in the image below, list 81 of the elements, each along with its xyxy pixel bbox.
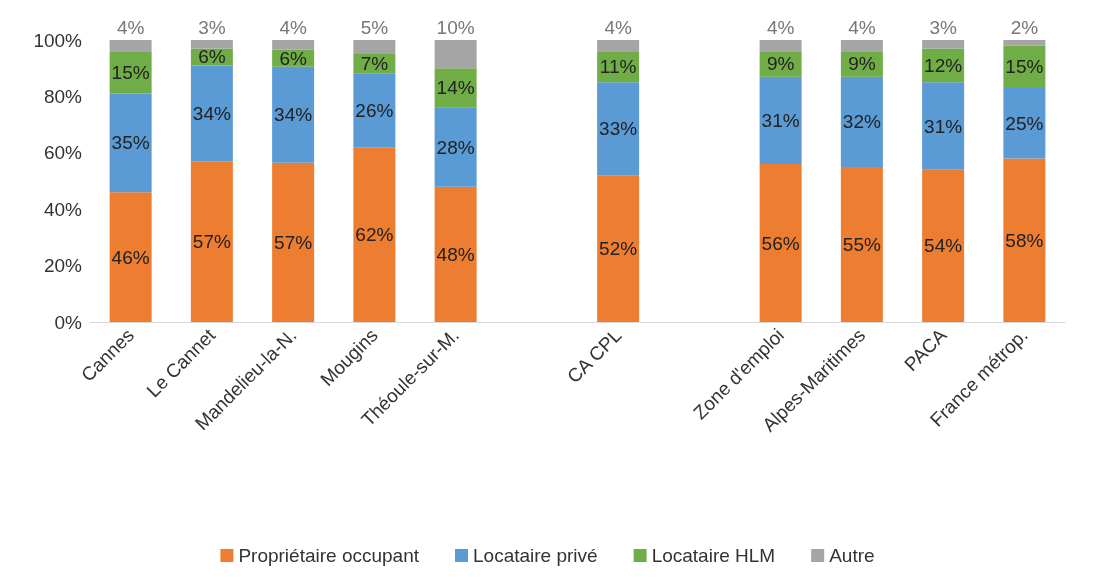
bar bbox=[597, 40, 640, 52]
bar bbox=[597, 82, 640, 176]
data-label: 31% bbox=[924, 115, 963, 137]
data-label: 34% bbox=[192, 102, 231, 124]
bar bbox=[840, 166, 883, 322]
data-label: 2% bbox=[1010, 17, 1039, 38]
data-label: 15% bbox=[1005, 56, 1044, 78]
data-label: 12% bbox=[924, 54, 963, 76]
data-label: 5% bbox=[360, 17, 389, 38]
bar bbox=[109, 93, 152, 193]
data-label: 57% bbox=[274, 231, 313, 253]
bar bbox=[353, 147, 396, 322]
data-label: 7% bbox=[360, 53, 389, 75]
bar bbox=[353, 40, 396, 55]
data-label: 26% bbox=[355, 100, 394, 121]
data-label: 62% bbox=[355, 224, 394, 246]
bar bbox=[272, 162, 315, 322]
bar bbox=[109, 40, 152, 52]
data-label: 25% bbox=[1005, 112, 1044, 134]
bar bbox=[272, 40, 315, 50]
data-label: 56% bbox=[761, 232, 800, 254]
data-label: 10% bbox=[436, 17, 475, 38]
legend-label: Locataire privé bbox=[473, 545, 598, 566]
y-tick-label: 40% bbox=[43, 198, 83, 220]
data-label: 9% bbox=[848, 53, 876, 75]
bar bbox=[190, 161, 233, 322]
data-label: 15% bbox=[111, 61, 150, 83]
bar bbox=[922, 82, 965, 170]
y-tick-label: 60% bbox=[43, 142, 83, 164]
bar bbox=[759, 76, 802, 165]
data-label: 6% bbox=[198, 46, 226, 68]
legend-label: Locataire HLM bbox=[651, 545, 776, 566]
data-label: 4% bbox=[279, 17, 307, 38]
data-label: 28% bbox=[436, 136, 475, 158]
data-label: 46% bbox=[111, 246, 150, 268]
y-tick-label: 20% bbox=[43, 255, 83, 277]
data-label: 35% bbox=[111, 132, 150, 154]
bar bbox=[434, 107, 477, 187]
bar bbox=[840, 40, 883, 52]
bar bbox=[922, 40, 965, 49]
data-label: 58% bbox=[1005, 229, 1044, 251]
data-label: 54% bbox=[924, 235, 963, 257]
bar bbox=[272, 66, 315, 163]
bar bbox=[434, 40, 477, 69]
data-label: 57% bbox=[192, 231, 231, 253]
y-tick-label: 80% bbox=[43, 85, 83, 107]
data-label: 55% bbox=[842, 233, 881, 255]
data-label: 4% bbox=[848, 17, 876, 38]
data-label: 48% bbox=[436, 243, 475, 265]
data-label: 4% bbox=[604, 17, 632, 38]
data-label: 52% bbox=[599, 238, 638, 260]
data-label: 6% bbox=[279, 47, 307, 69]
bar bbox=[1003, 87, 1046, 159]
x-tick-label: CA CPL bbox=[562, 324, 626, 388]
bar bbox=[353, 73, 396, 148]
bar bbox=[434, 186, 477, 322]
bar bbox=[759, 164, 802, 322]
data-label: 4% bbox=[116, 17, 145, 38]
data-label: 3% bbox=[198, 17, 226, 38]
data-label: 31% bbox=[761, 109, 800, 131]
bar bbox=[922, 169, 965, 322]
bar bbox=[597, 175, 640, 322]
bar bbox=[1003, 158, 1046, 322]
data-label: 11% bbox=[599, 56, 637, 78]
data-label: 3% bbox=[929, 17, 957, 38]
legend-label: Autre bbox=[829, 545, 875, 566]
data-label: 34% bbox=[274, 104, 313, 126]
y-tick-label: 100% bbox=[33, 29, 83, 51]
y-tick-label: 0% bbox=[54, 311, 83, 333]
data-label: 9% bbox=[766, 53, 795, 75]
bar bbox=[109, 192, 152, 322]
data-label: 32% bbox=[842, 111, 881, 133]
bar bbox=[840, 76, 883, 167]
data-label: 4% bbox=[766, 17, 795, 38]
bar bbox=[190, 40, 233, 49]
bar bbox=[1003, 40, 1046, 46]
data-label: 33% bbox=[599, 118, 638, 140]
legend-label: Propriétaire occupant bbox=[238, 545, 420, 566]
data-label: 14% bbox=[436, 77, 475, 99]
bar bbox=[759, 40, 802, 52]
bar bbox=[190, 65, 233, 162]
